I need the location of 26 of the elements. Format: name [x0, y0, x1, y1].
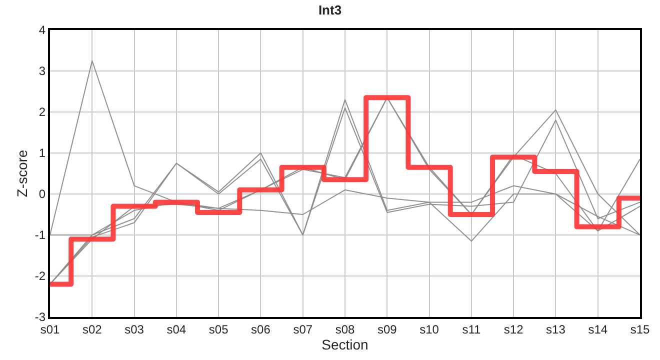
y-tick-label: 1 [38, 146, 46, 160]
x-tick-label: s03 [124, 322, 144, 336]
x-tick-label: s15 [630, 322, 650, 336]
x-tick-label: s06 [251, 322, 271, 336]
x-tick-label: s05 [208, 322, 229, 336]
x-tick-label: s13 [546, 322, 566, 336]
y-tick-label: 2 [38, 105, 46, 120]
x-tick-label: s09 [377, 322, 398, 336]
x-tick-label: s11 [462, 322, 481, 336]
y-tick-label: -1 [34, 228, 46, 242]
y-tick-label: 3 [38, 64, 46, 78]
y-axis-title: Z-score [14, 150, 30, 198]
x-tick-label: s08 [335, 322, 355, 336]
y-tick-label: 4 [38, 23, 46, 38]
x-tick-label: s12 [504, 322, 524, 336]
y-tick-label: 0 [38, 187, 46, 202]
y-tick-label: -2 [34, 269, 46, 284]
x-tick-label: s14 [588, 322, 608, 336]
x-tick-label: s10 [420, 322, 440, 336]
x-tick-label: s04 [166, 322, 186, 336]
x-axis-title: Section [322, 336, 368, 352]
x-tick-label: s02 [82, 322, 102, 336]
x-tick-label: s01 [40, 322, 60, 336]
chart-title: Int3 [318, 2, 342, 18]
x-tick-label: s07 [293, 322, 313, 336]
y-tick-label: -3 [34, 310, 46, 324]
